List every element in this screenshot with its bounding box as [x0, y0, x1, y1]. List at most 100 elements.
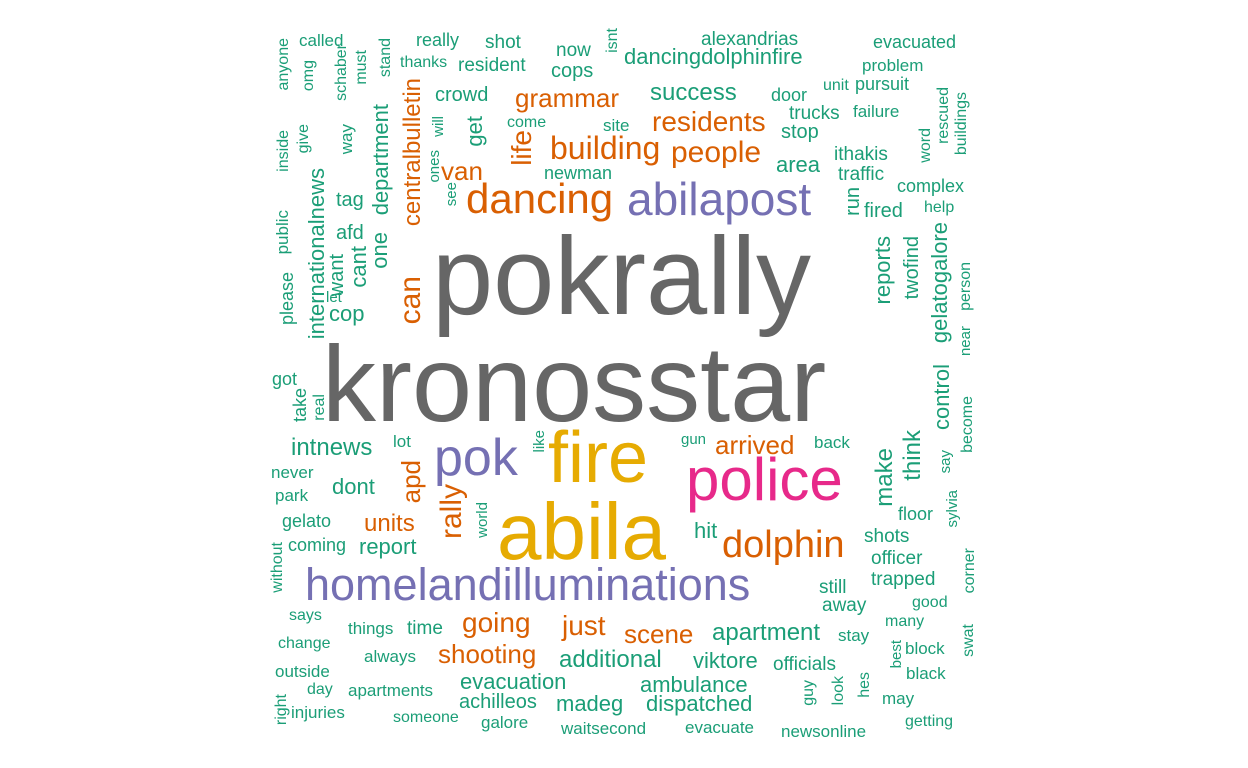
word-park: park [275, 486, 309, 505]
word-still: still [819, 577, 847, 598]
word-shot: shot [485, 32, 521, 53]
word-rally: rally [435, 484, 468, 540]
word-now: now [556, 40, 591, 61]
word-inside: inside [275, 130, 292, 172]
word-say: say [937, 450, 954, 474]
word-ithakis: ithakis [834, 144, 888, 165]
word-schaber: schaber [333, 44, 350, 101]
word-block: block [905, 639, 945, 658]
word-someone: someone [393, 709, 459, 726]
word-rescued: rescued [935, 87, 952, 144]
word-afd: afd [336, 222, 364, 244]
word-stop: stop [781, 121, 819, 143]
word-evacuation: evacuation [460, 669, 567, 694]
word-site: site [603, 116, 630, 135]
word-good: good [912, 594, 948, 611]
word-door: door [771, 85, 808, 105]
word-dancing: dancing [466, 175, 614, 222]
word-newman: newman [544, 163, 613, 183]
word-residents: residents [652, 106, 766, 137]
word-newsonline: newsonline [781, 722, 867, 741]
word-pursuit: pursuit [855, 74, 910, 94]
word-scene: scene [624, 619, 694, 649]
word-guy: guy [800, 680, 817, 706]
word-omg: omg [300, 60, 317, 92]
word-abila: abila [497, 487, 667, 576]
word-apartments: apartments [348, 681, 434, 700]
word-cant: cant [346, 246, 371, 288]
word-tag: tag [336, 189, 364, 211]
word-failure: failure [853, 102, 900, 121]
word-dancingdolphinfire: dancingdolphinfire [624, 44, 803, 69]
word-swat: swat [960, 624, 977, 657]
word-evacuated: evacuated [873, 32, 957, 52]
word-grammar: grammar [515, 83, 620, 113]
word-officer: officer [871, 548, 923, 569]
word-person: person [957, 262, 974, 311]
word-success: success [650, 79, 737, 106]
word-without: without [269, 542, 286, 593]
word-stay: stay [838, 626, 870, 645]
word-buildings: buildings [953, 92, 970, 156]
word-officials: officials [773, 654, 837, 675]
word-outside: outside [275, 662, 330, 681]
word-units: units [364, 510, 415, 537]
word-internationalnews: internationalnews [304, 168, 329, 340]
word-shots: shots [864, 526, 910, 547]
word-report: report [359, 534, 417, 559]
word-always: always [364, 647, 416, 666]
word-alexandrias: alexandrias [701, 29, 799, 50]
word-one: one [367, 232, 392, 269]
word-complex: complex [897, 176, 965, 196]
word-waitsecond: waitsecond [561, 719, 647, 738]
word-take: take [290, 388, 310, 423]
word-got: got [272, 369, 298, 389]
word-get: get [462, 116, 487, 147]
word-things: things [348, 619, 394, 638]
word-area: area [776, 152, 821, 177]
word-coming: coming [288, 535, 347, 555]
word-reports: reports [870, 236, 895, 305]
word-time: time [407, 618, 443, 639]
word-centralbulletin: centralbulletin [399, 78, 426, 227]
word-unit: unit [823, 77, 849, 94]
word-madeg: madeg [556, 691, 624, 716]
word-just: just [562, 610, 606, 641]
word-right: right [273, 694, 290, 726]
word-called: called [299, 31, 344, 50]
word-public: public [273, 210, 292, 255]
word-trapped: trapped [871, 569, 936, 590]
word-says: says [289, 607, 322, 624]
word-ambulance: ambulance [640, 672, 748, 697]
word-cops: cops [551, 60, 594, 82]
word-run: run [842, 187, 864, 216]
word-lot: lot [393, 432, 411, 451]
word-hit: hit [694, 518, 718, 543]
word-away: away [822, 595, 867, 616]
word-floor: floor [898, 504, 934, 524]
word-kronosstar: kronosstar [322, 323, 827, 444]
word-really: really [416, 30, 460, 50]
word-sylvia: sylvia [944, 490, 961, 528]
word-help: help [924, 199, 955, 216]
word-world: world [474, 502, 491, 538]
word-day: day [307, 681, 333, 698]
word-homelandilluminations: homelandilluminations [305, 559, 751, 610]
word-crowd: crowd [435, 84, 489, 106]
word-can: can [394, 276, 427, 325]
word-back: back [814, 433, 850, 452]
word-word: word [917, 128, 934, 163]
word-hes: hes [856, 672, 873, 698]
word-many: many [885, 613, 925, 630]
word-fire: fire [548, 418, 649, 498]
word-ones: ones [426, 150, 443, 183]
word-come: come [507, 114, 547, 131]
word-galore: galore [481, 713, 529, 732]
word-resident: resident [458, 55, 526, 76]
word-injuries: injuries [291, 703, 345, 722]
word-isnt: isnt [604, 28, 621, 53]
word-evacuate: evacuate [685, 718, 754, 737]
word-let: let [326, 289, 342, 306]
word-anyone: anyone [275, 38, 292, 91]
